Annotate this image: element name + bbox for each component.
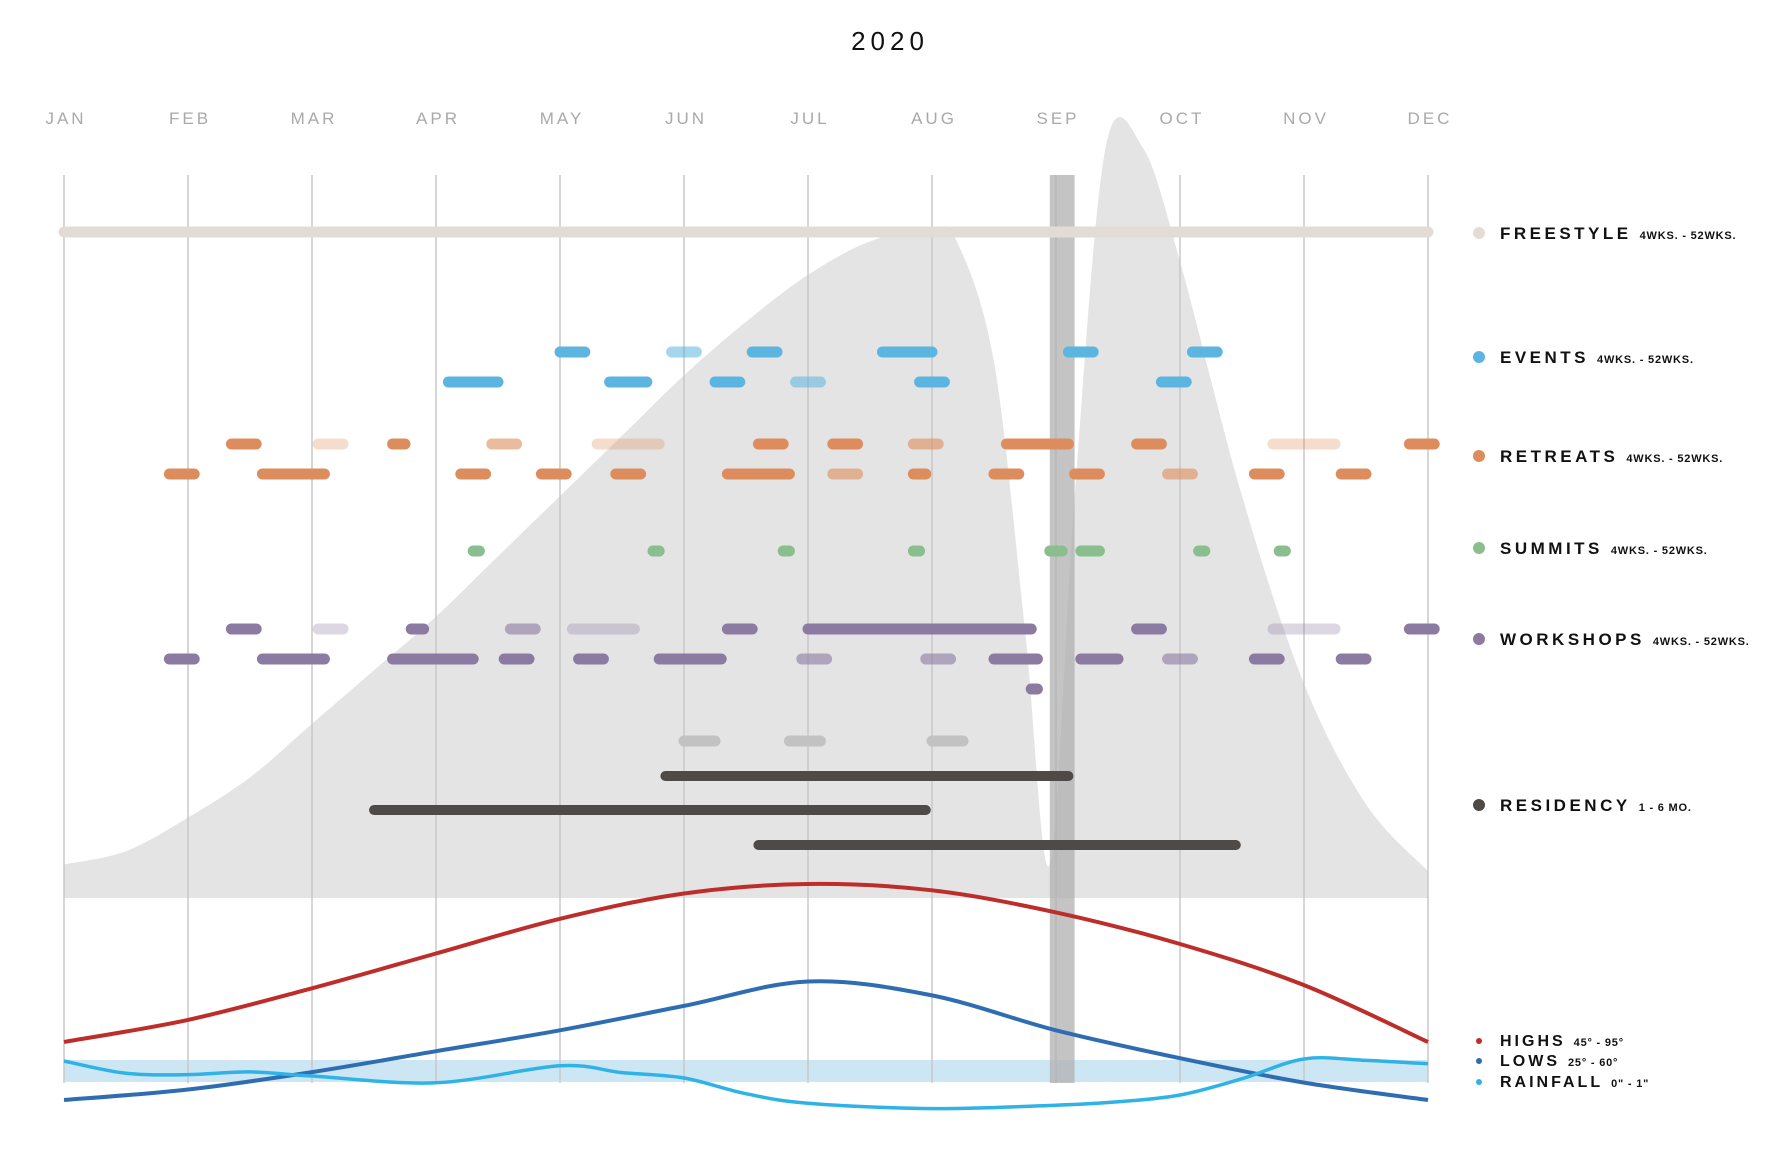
rainfall-legend-name: RAINFALL xyxy=(1500,1074,1603,1091)
freestyle-legend-range: 4WKS. - 52WKS. xyxy=(1640,230,1737,242)
retreats-legend-range: 4WKS. - 52WKS. xyxy=(1626,453,1723,465)
lows-legend-range: 25° - 60° xyxy=(1568,1057,1618,1069)
weather-legend: HIGHS 45° - 95° LOWS 25° - 60° RAINFALL 0" - … xyxy=(1476,1033,1649,1091)
workshops-legend-label: WORKSHOPS 4WKS. - 52WKS. xyxy=(1500,630,1750,649)
month-label-feb: FEB xyxy=(169,109,211,128)
month-label-apr: APR xyxy=(416,109,460,128)
month-label-jan: JAN xyxy=(45,109,86,128)
month-label-sep: SEP xyxy=(1036,109,1079,128)
month-label-mar: MAR xyxy=(291,109,338,128)
attendance-area xyxy=(64,117,1428,898)
rainfall-legend-range: 0" - 1" xyxy=(1611,1078,1649,1090)
rainfall-legend-label: RAINFALL 0" - 1" xyxy=(1500,1074,1649,1091)
weather-lines xyxy=(63,881,1429,1111)
legend: FREESTYLE 4WKS. - 52WKS. EVENTS 4WKS. - 52W… xyxy=(1473,224,1750,815)
freestyle-legend-name: FREESTYLE xyxy=(1500,224,1632,243)
events-legend-dot xyxy=(1473,351,1485,363)
residency-legend-dot xyxy=(1473,799,1485,811)
residency-legend-label: RESIDENCY 1 - 6 MO. xyxy=(1500,796,1692,815)
events-legend-label: EVENTS 4WKS. - 52WKS. xyxy=(1500,348,1694,367)
events-legend-name: EVENTS xyxy=(1500,348,1589,367)
month-label-jul: JUL xyxy=(790,109,829,128)
month-label-nov: NOV xyxy=(1283,109,1329,128)
highs-legend-name: HIGHS xyxy=(1500,1033,1566,1050)
residency-legend-name: RESIDENCY xyxy=(1500,796,1631,815)
month-label-jun: JUN xyxy=(665,109,707,128)
lows-legend-label: LOWS 25° - 60° xyxy=(1500,1053,1618,1070)
rainfall-band xyxy=(64,1060,1428,1082)
month-label-may: MAY xyxy=(540,109,585,128)
freestyle-legend-dot xyxy=(1473,227,1485,239)
highs-legend-dot xyxy=(1476,1038,1482,1044)
residency-legend-range: 1 - 6 MO. xyxy=(1639,802,1692,814)
chart-title: 2020 xyxy=(851,26,929,56)
summits-legend-dot xyxy=(1473,542,1485,554)
events-legend-range: 4WKS. - 52WKS. xyxy=(1597,354,1694,366)
highs-legend-label: HIGHS 45° - 95° xyxy=(1500,1033,1624,1050)
month-label-oct: OCT xyxy=(1160,109,1205,128)
summits-legend-name: SUMMITS xyxy=(1500,539,1603,558)
rainfall-line xyxy=(63,1056,1429,1111)
summits-legend-label: SUMMITS 4WKS. - 52WKS. xyxy=(1500,539,1708,558)
month-axis: JAN FEB MAR APR MAY JUN JUL AUG SEP OCT NOV DEC xyxy=(45,109,1453,128)
program-segments xyxy=(58,226,1440,850)
rainfall-legend-dot xyxy=(1476,1079,1482,1085)
workshops-legend-name: WORKSHOPS xyxy=(1500,630,1645,649)
retreats-legend-label: RETREATS 4WKS. - 52WKS. xyxy=(1500,447,1723,466)
workshops-legend-dot xyxy=(1473,633,1485,645)
current-date-marker xyxy=(1049,175,1075,1083)
lows-legend-name: LOWS xyxy=(1500,1053,1560,1070)
month-label-aug: AUG xyxy=(911,109,957,128)
lows-legend-dot xyxy=(1476,1058,1482,1064)
retreats-legend-dot xyxy=(1473,450,1485,462)
month-label-dec: DEC xyxy=(1408,109,1453,128)
retreats-legend-name: RETREATS xyxy=(1500,447,1618,466)
highs-legend-range: 45° - 95° xyxy=(1574,1037,1624,1049)
highs-line xyxy=(63,881,1429,1044)
workshops-legend-range: 4WKS. - 52WKS. xyxy=(1653,636,1750,648)
summits-legend-range: 4WKS. - 52WKS. xyxy=(1611,545,1708,557)
freestyle-legend-label: FREESTYLE 4WKS. - 52WKS. xyxy=(1500,224,1736,243)
